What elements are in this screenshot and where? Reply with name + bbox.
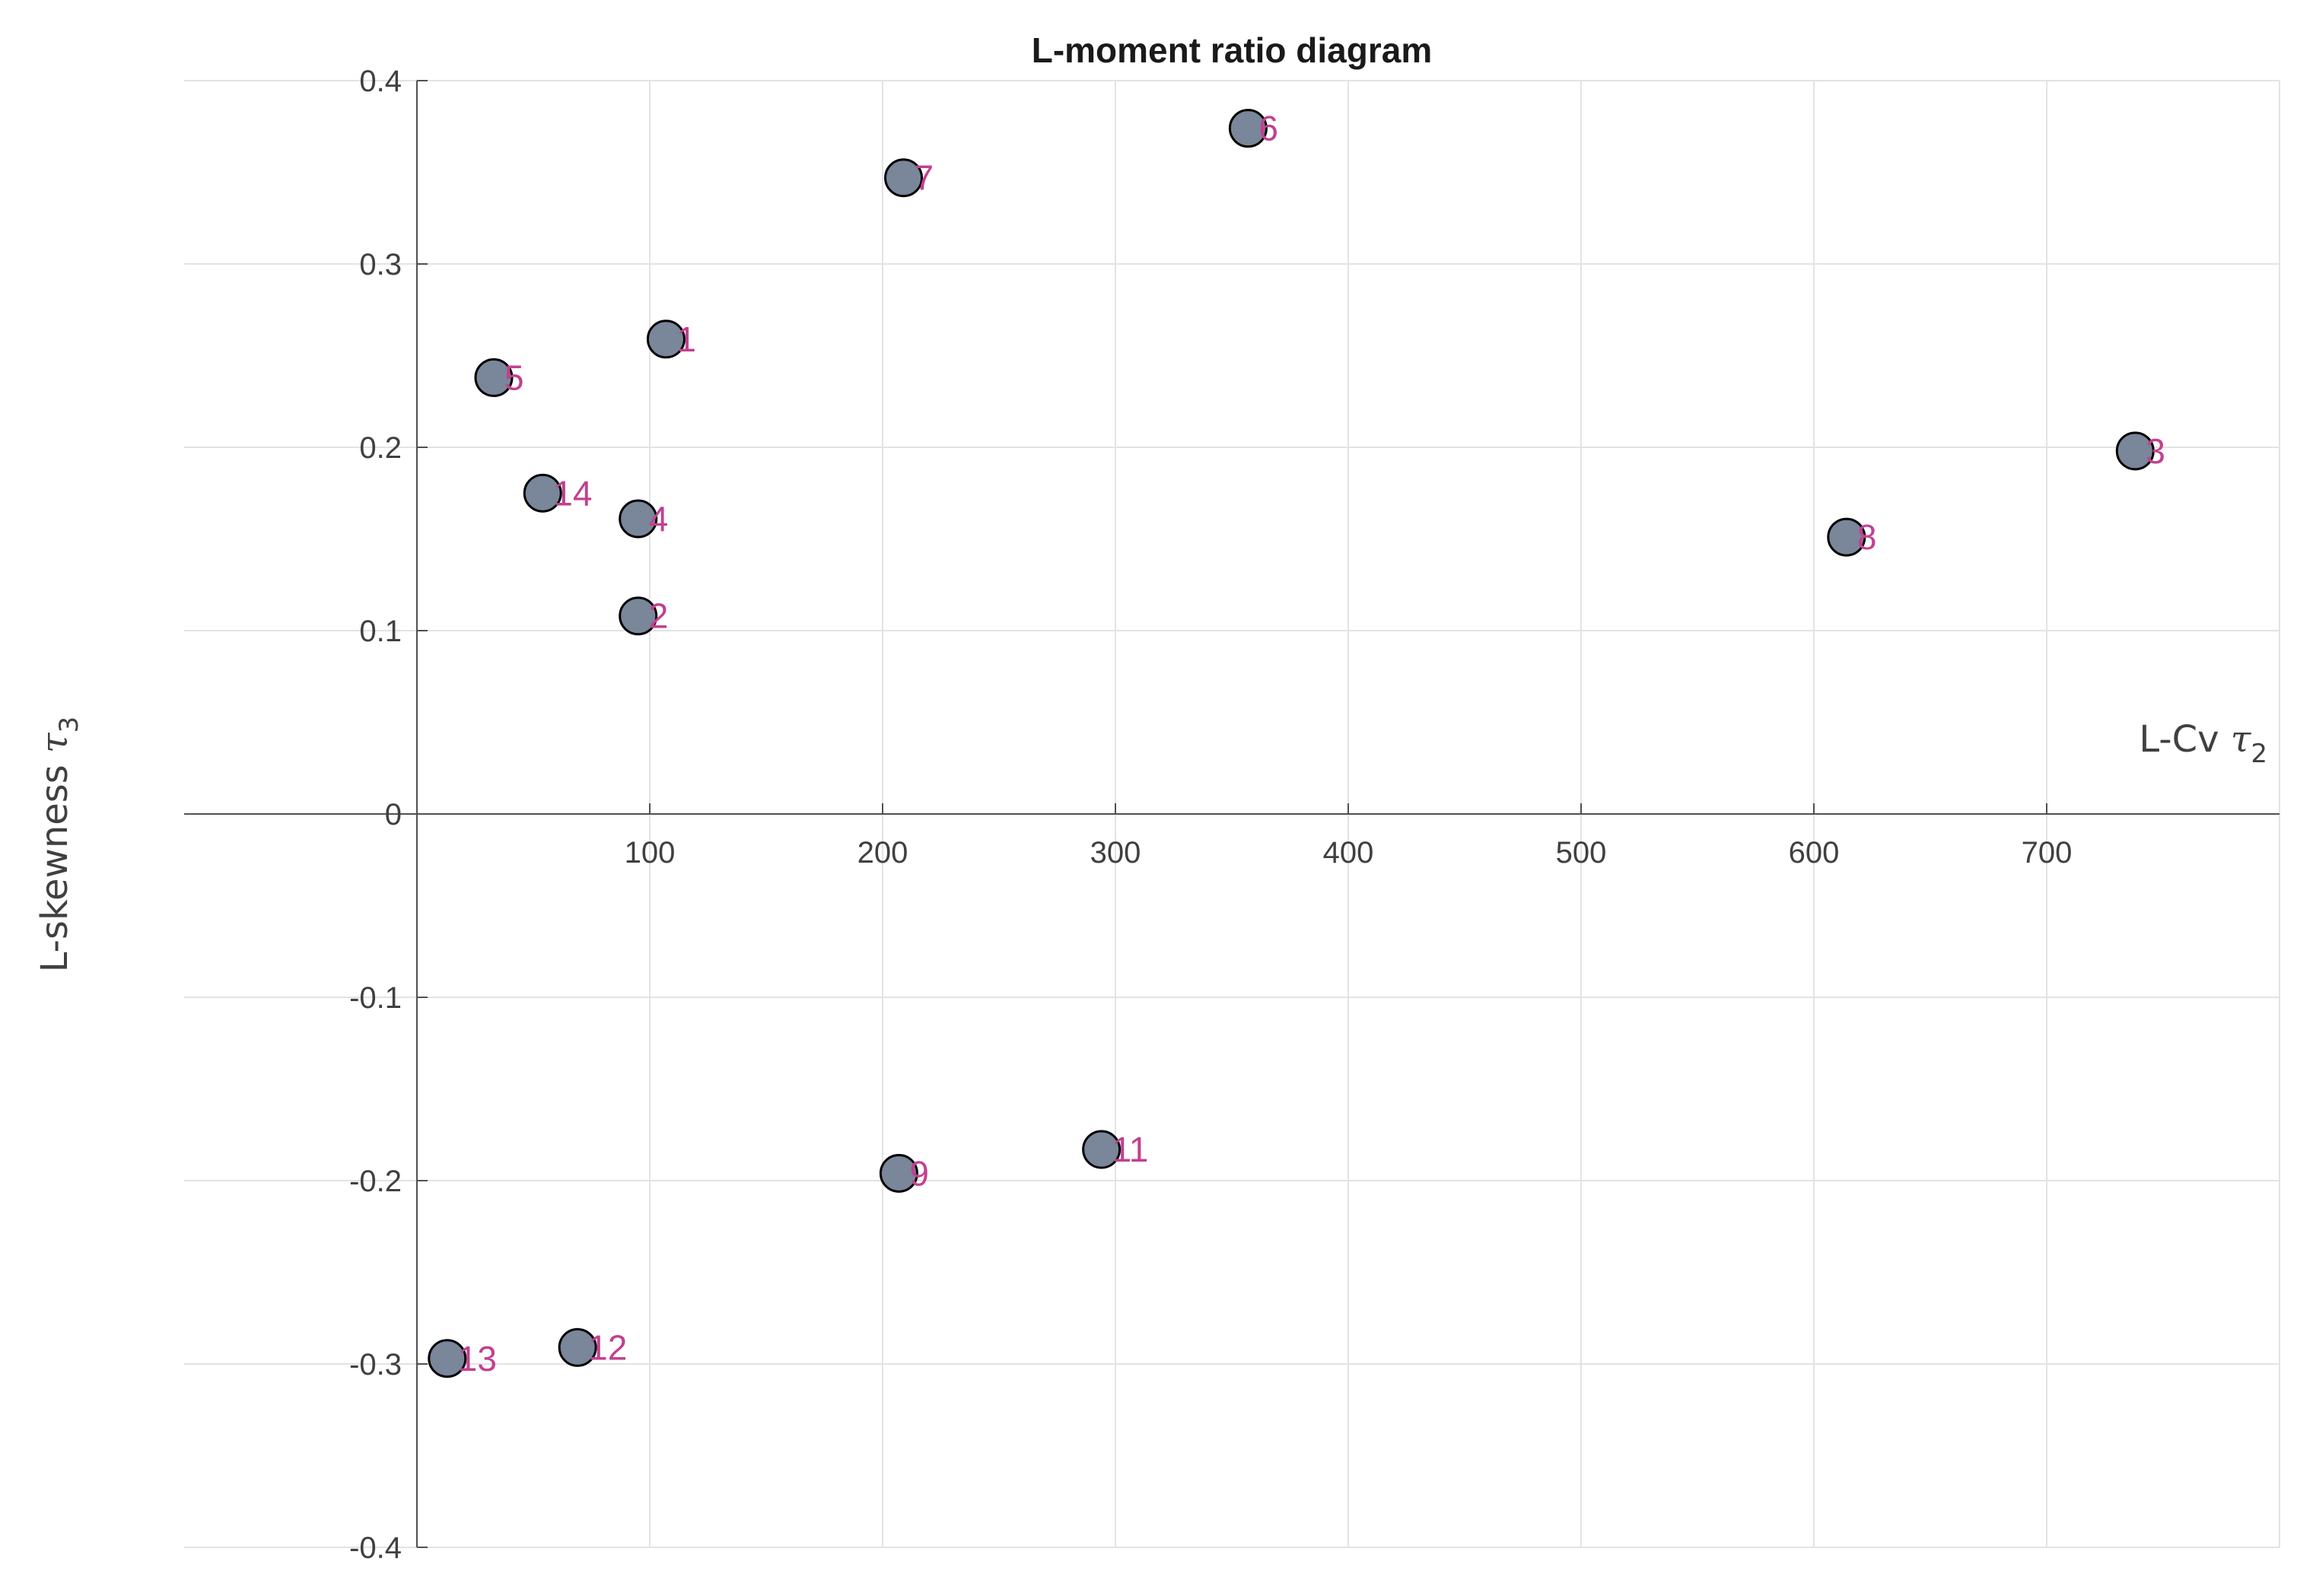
y-axis-label-text: L-skewness [33,753,76,972]
data-point-label: 1 [676,320,696,359]
y-tick-label: 0 [385,798,402,831]
data-point-label: 8 [1857,517,1877,557]
x-tick-label: 500 [1556,836,1607,870]
y-tick-label: -0.2 [349,1165,402,1198]
x-tick-label: 100 [625,836,676,870]
x-tick-label: 300 [1090,836,1141,870]
x-tick-label: 700 [2022,836,2073,870]
y-axis-label: L-skewness τ3 [33,717,84,973]
chart-title: L-moment ratio diagram [1032,30,1433,70]
data-point-label: 14 [553,473,592,513]
data-point [474,358,514,397]
x-tick-label: 400 [1323,836,1374,870]
x-tick-label: 200 [857,836,908,870]
data-point [646,320,686,359]
grid [184,80,2280,1548]
x-axis-label-subscript: 2 [2251,739,2267,769]
ticks: 100 200 300 400 500 600 700 -0.4 -0.3 -0.2 -0.1 0 0.… [349,65,2072,1565]
x-axis-label-symbol: τ [2231,718,2252,761]
data-point-label: 4 [649,499,669,539]
data-point-label: 7 [915,158,934,198]
data-point-label: 3 [2146,431,2165,471]
x-axis-label: L-Cv τ2 [2139,718,2267,769]
data-point-label: 11 [1112,1130,1149,1169]
y-tick-label: 0.4 [359,65,402,98]
data-point [1827,517,1866,557]
data-point-label: 2 [649,596,669,636]
data-point-label: 5 [504,358,524,397]
data-point [2115,431,2155,471]
data-point [619,596,658,636]
x-axis-label-text: L-Cv [2139,718,2230,761]
y-tick-label: 0.1 [359,615,402,648]
data-point-label: 6 [1258,109,1278,148]
data-point-label: 13 [458,1339,497,1378]
x-tick-label: 600 [1789,836,1840,870]
y-tick-label: -0.4 [349,1531,402,1565]
data-point [428,1339,467,1378]
y-axis-label-subscript: 3 [54,717,84,733]
y-axis-label-symbol: τ [33,732,76,753]
data-point [884,158,924,198]
data-point-label: 12 [588,1327,627,1367]
data-point [1082,1130,1122,1169]
y-tick-label: -0.1 [349,981,402,1015]
data-points [428,109,2155,1378]
data-point [523,473,562,513]
data-point-label: 9 [909,1153,929,1193]
y-tick-label: -0.3 [349,1348,402,1381]
data-point [879,1153,918,1193]
y-tick-label: 0.2 [359,431,402,465]
data-point [558,1327,597,1367]
data-point [1228,109,1268,148]
data-point [619,499,658,539]
y-tick-label: 0.3 [359,248,402,281]
